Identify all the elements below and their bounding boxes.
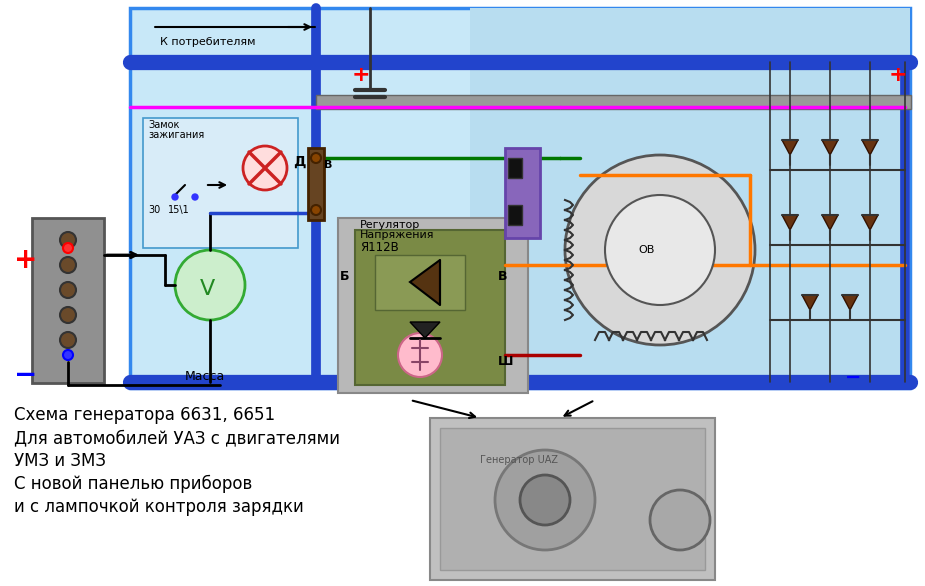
Text: Регулятор: Регулятор <box>360 220 420 230</box>
Polygon shape <box>802 295 818 310</box>
Text: Схема генератора 6631, 6651: Схема генератора 6631, 6651 <box>14 406 275 424</box>
Text: К потребителям: К потребителям <box>160 37 255 47</box>
Bar <box>143 118 298 248</box>
Circle shape <box>311 153 321 163</box>
Text: +: + <box>352 65 371 85</box>
Text: 15\1: 15\1 <box>168 205 190 215</box>
Bar <box>505 148 540 238</box>
Text: Масса: Масса <box>185 370 226 383</box>
Bar <box>508 205 522 225</box>
Circle shape <box>60 332 76 348</box>
Text: V: V <box>200 279 216 299</box>
Bar <box>32 218 104 383</box>
Text: Замок: Замок <box>148 120 179 130</box>
Circle shape <box>60 257 76 273</box>
Text: В: В <box>324 160 332 170</box>
Polygon shape <box>842 295 858 310</box>
Circle shape <box>60 232 76 248</box>
Circle shape <box>311 205 321 215</box>
Polygon shape <box>782 215 798 230</box>
Text: +: + <box>889 65 907 85</box>
Text: В: В <box>498 270 508 283</box>
Polygon shape <box>782 140 798 155</box>
Circle shape <box>495 450 595 550</box>
Text: Б: Б <box>340 270 350 283</box>
Bar <box>355 230 505 385</box>
Text: Напряжения: Напряжения <box>360 230 435 240</box>
Text: С новой панелью приборов: С новой панелью приборов <box>14 475 253 493</box>
Circle shape <box>605 195 715 305</box>
Circle shape <box>60 307 76 323</box>
Polygon shape <box>410 322 440 338</box>
Circle shape <box>192 194 198 200</box>
Circle shape <box>650 490 710 550</box>
Circle shape <box>63 243 73 253</box>
Bar <box>470 8 910 388</box>
Text: −: − <box>14 361 37 389</box>
Text: Д: Д <box>293 155 305 169</box>
Text: зажигания: зажигания <box>148 130 204 140</box>
Bar <box>508 158 522 178</box>
Bar <box>316 95 911 109</box>
Bar <box>338 218 528 393</box>
Bar <box>130 8 910 388</box>
Text: Я112В: Я112В <box>360 241 399 254</box>
Circle shape <box>520 475 570 525</box>
Bar <box>430 418 715 580</box>
Bar <box>375 255 465 310</box>
Circle shape <box>565 155 755 345</box>
Circle shape <box>175 250 245 320</box>
Text: +: + <box>14 246 37 274</box>
Circle shape <box>60 282 76 298</box>
Text: и с лампочкой контроля зарядки: и с лампочкой контроля зарядки <box>14 498 303 516</box>
Text: Ш: Ш <box>498 355 513 368</box>
Text: −: − <box>845 368 861 387</box>
Polygon shape <box>410 260 440 305</box>
Circle shape <box>63 350 73 360</box>
Text: Генератор UAZ: Генератор UAZ <box>480 455 558 465</box>
Circle shape <box>398 333 442 377</box>
Bar <box>308 148 324 220</box>
Polygon shape <box>822 215 838 230</box>
Text: Для автомобилей УАЗ с двигателями: Для автомобилей УАЗ с двигателями <box>14 429 340 447</box>
Text: ОВ: ОВ <box>638 245 654 255</box>
Circle shape <box>172 194 178 200</box>
Polygon shape <box>862 215 878 230</box>
Text: УМЗ и ЗМЗ: УМЗ и ЗМЗ <box>14 452 106 470</box>
Polygon shape <box>862 140 878 155</box>
Bar <box>440 428 705 570</box>
Text: 30: 30 <box>148 205 160 215</box>
Polygon shape <box>822 140 838 155</box>
Circle shape <box>243 146 287 190</box>
